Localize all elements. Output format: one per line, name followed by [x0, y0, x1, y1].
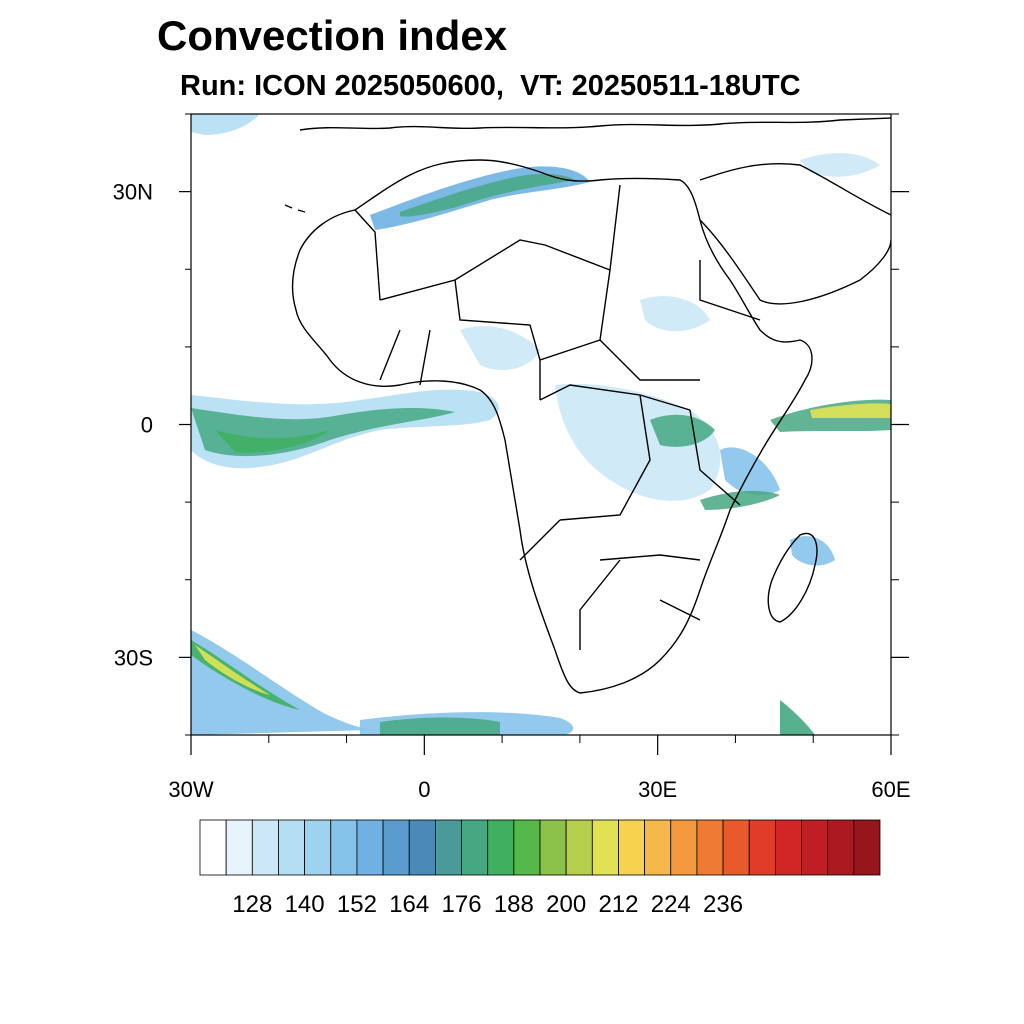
lon-tick-label: 30W: [168, 777, 213, 802]
colorbar-swatch: [696, 819, 724, 876]
colorbar-swatch: [304, 819, 332, 876]
colorbar-label: 176: [442, 891, 482, 918]
colorbar-label: 212: [598, 891, 638, 918]
convection-fields: [191, 114, 891, 735]
colorbar-swatch: [853, 819, 881, 876]
convection-band-lake-victoria: [650, 414, 715, 447]
colorbar-label: 152: [337, 891, 377, 918]
convection-band-mozambique: [700, 490, 780, 510]
colorbar-label: 224: [651, 891, 691, 918]
colorbar-swatch: [225, 819, 253, 876]
colorbar-swatch: [539, 819, 567, 876]
colorbar-swatch: [382, 819, 410, 876]
lon-tick-label: 0: [418, 777, 430, 802]
convection-band-atlantic-inner: [215, 430, 330, 453]
country-borders: [354, 184, 761, 650]
colorbar-swatch: [199, 819, 227, 876]
colorbar-label: 236: [703, 891, 743, 918]
convection-band-north-med: [191, 114, 260, 135]
lat-tick-label: 30N: [113, 180, 153, 205]
chart-title: Convection index: [157, 12, 508, 59]
convection-band-indian-ocean-core: [810, 403, 891, 418]
lon-tick-label: 60E: [871, 777, 910, 802]
madagascar-coastline: [767, 532, 818, 623]
colorbar-swatch: [722, 819, 750, 876]
colorbar-swatch: [748, 819, 776, 876]
convection-band-south-atlantic: [191, 630, 370, 735]
colorbar-swatch: [513, 819, 541, 876]
lon-tick-label: 30E: [638, 777, 677, 802]
arabia-coastline: [699, 162, 891, 305]
convection-band-south-atlantic-core: [191, 640, 300, 710]
chart-subtitle: Run: ICON 2025050600, VT: 20250511-18UTC: [180, 70, 801, 102]
convection-band-west-africa: [460, 326, 540, 370]
colorbar-label: 164: [389, 891, 429, 918]
colorbar-label: 200: [546, 891, 586, 918]
colorbar-swatch: [356, 819, 384, 876]
colorbar-swatch: [565, 819, 593, 876]
colorbar-swatch: [591, 819, 619, 876]
convection-band-sahara-core: [400, 173, 575, 217]
europe-coastline: [299, 117, 891, 131]
colorbar-swatch: [774, 819, 802, 876]
coastlines: [284, 117, 891, 694]
colorbar: [199, 819, 881, 876]
convection-band-central-africa: [555, 383, 721, 501]
colorbar-label: 128: [232, 891, 272, 918]
colorbar-labels: 128 140 152 164 176 188 200 212 224 236: [232, 891, 743, 918]
colorbar-swatch: [487, 819, 515, 876]
colorbar-swatch: [330, 819, 358, 876]
map-ticks: [179, 113, 909, 755]
convection-band-madagascar: [790, 536, 835, 566]
lat-tick-label: 30S: [114, 645, 153, 670]
colorbar-swatch: [801, 819, 829, 876]
convection-band-se-corner: [780, 700, 815, 735]
colorbar-swatch: [461, 819, 489, 876]
convection-band-south-ocean-core: [380, 717, 500, 735]
lat-tick-label: 0: [141, 413, 153, 438]
convection-band-ethiopia: [640, 296, 710, 332]
map-tick-labels: 30N 0 30S 30W 0 30E 60E: [113, 180, 911, 802]
africa-coastline: [291, 159, 813, 694]
colorbar-label: 188: [494, 891, 534, 918]
colorbar-swatch: [434, 819, 462, 876]
colorbar-swatch: [251, 819, 279, 876]
convection-band-arabia-north: [800, 153, 880, 177]
colorbar-label: 140: [285, 891, 325, 918]
colorbar-swatch: [278, 819, 306, 876]
colorbar-swatch: [408, 819, 436, 876]
colorbar-swatch: [827, 819, 855, 876]
canary-islands: [284, 204, 306, 213]
colorbar-swatch: [644, 819, 672, 876]
colorbar-swatch: [618, 819, 646, 876]
colorbar-swatch: [670, 819, 698, 876]
